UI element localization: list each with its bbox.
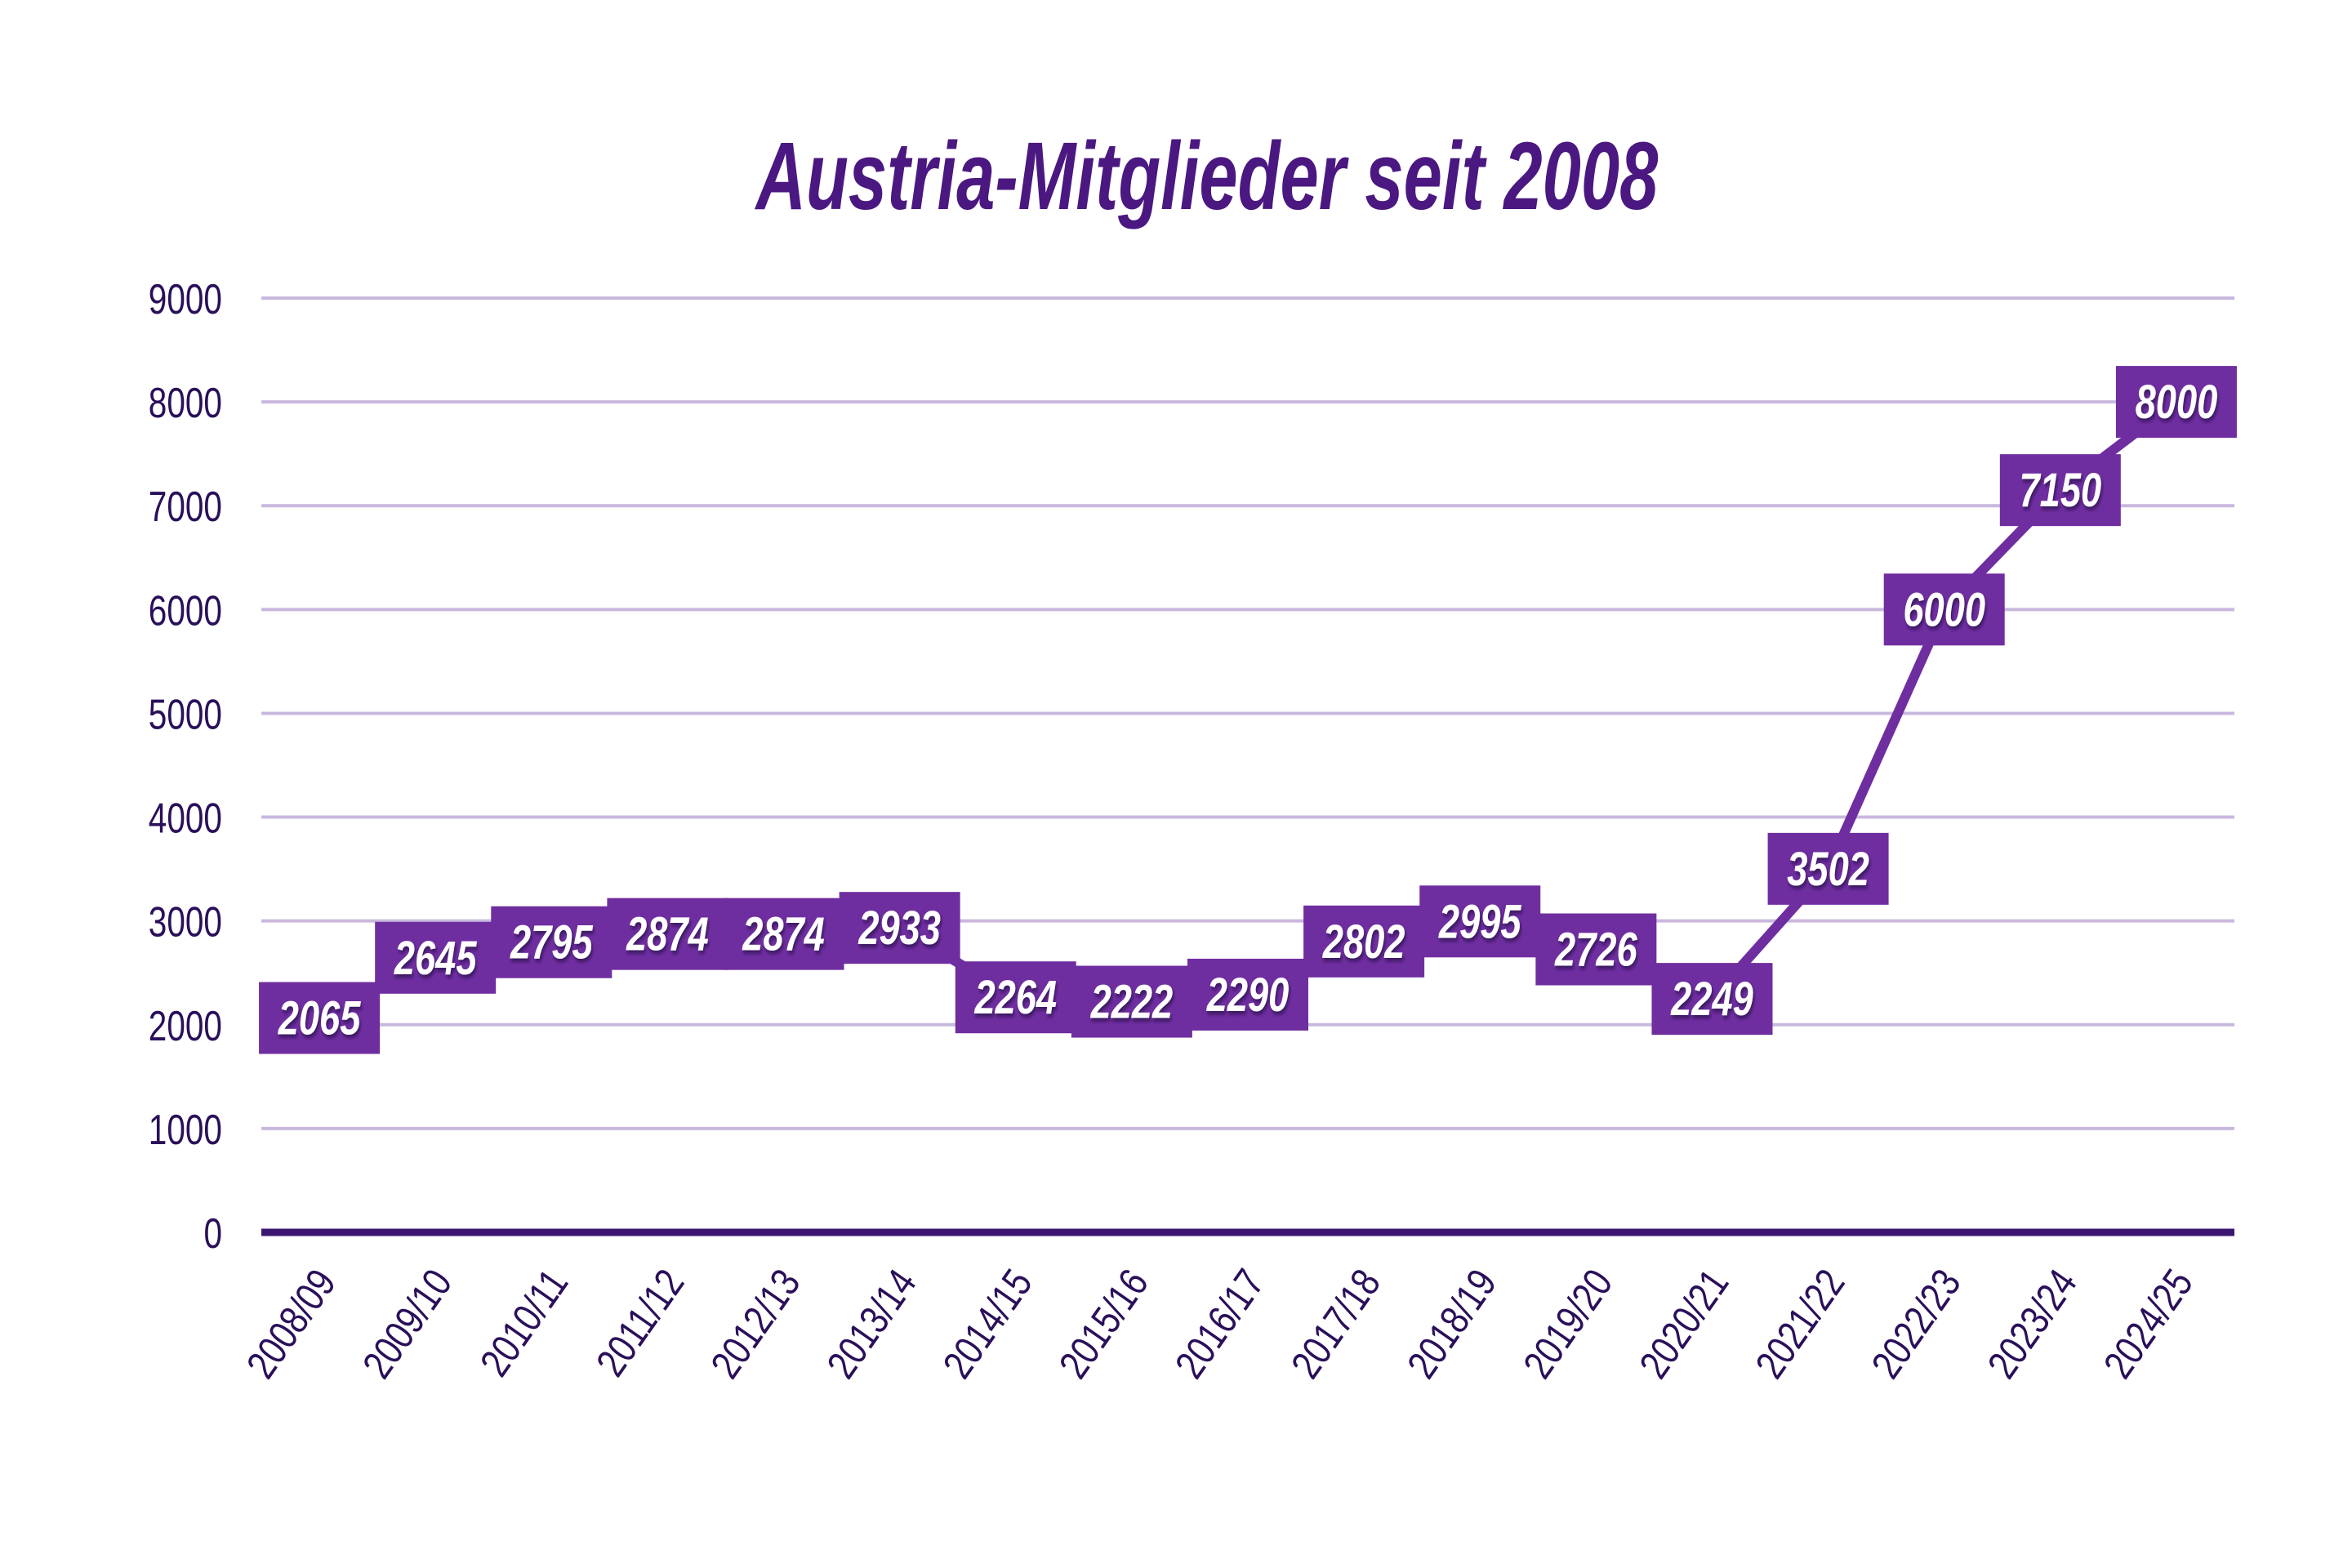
y-tick-label: 5000 <box>149 691 222 738</box>
data-label-box <box>375 921 497 994</box>
data-label-box <box>1419 885 1541 958</box>
data-label-text: 2290 <box>1206 969 1290 1022</box>
data-label: 7150 <box>1999 454 2121 527</box>
data-label: 2264 <box>955 961 1076 1034</box>
data-label-box <box>839 892 960 964</box>
x-tick-label: 2024/25 <box>2095 1261 2202 1386</box>
y-tick-label: 2000 <box>149 1002 222 1049</box>
x-tick-label: 2017/18 <box>1282 1261 1389 1386</box>
y-tick-label: 8000 <box>149 379 222 426</box>
x-tick-label: 2020/21 <box>1631 1261 1738 1386</box>
data-label: 2726 <box>1535 913 1657 986</box>
x-tick-label: 2014/15 <box>934 1261 1041 1386</box>
y-tick-label: 1000 <box>149 1106 222 1153</box>
data-label: 2874 <box>607 898 728 970</box>
x-tick-label: 2018/19 <box>1399 1261 1506 1386</box>
x-tick-label: 2009/10 <box>354 1261 461 1386</box>
data-label: 2645 <box>375 921 497 994</box>
data-label: 2065 <box>259 982 381 1054</box>
data-label: 2795 <box>491 906 612 978</box>
data-label-box <box>1187 958 1308 1031</box>
data-label-box <box>2115 366 2237 439</box>
data-label-box <box>491 906 612 978</box>
data-label-box <box>1767 832 1889 905</box>
data-label: 2222 <box>1071 965 1192 1038</box>
x-tick-label: 2016/17 <box>1166 1261 1273 1386</box>
data-label: 2995 <box>1419 885 1541 958</box>
x-tick-label: 2015/16 <box>1050 1261 1157 1386</box>
x-tick-label: 2011/12 <box>587 1261 693 1384</box>
data-label-box <box>1883 573 2005 646</box>
data-label-box <box>259 982 381 1054</box>
data-label-text: 7150 <box>2020 465 2102 518</box>
x-tick-label: 2023/24 <box>1979 1261 2086 1386</box>
data-label-text: 2795 <box>510 916 593 969</box>
y-tick-label: 9000 <box>149 275 222 323</box>
data-label-box <box>1999 454 2121 527</box>
data-label: 8000 <box>2115 366 2237 439</box>
data-label-box <box>1303 905 1425 978</box>
x-axis: 2008/09 2009/10 2010/11 2011/12 2012/13 2013/… <box>238 1261 2202 1386</box>
x-tick-label: 2021/22 <box>1747 1261 1854 1386</box>
x-tick-label: 2019/20 <box>1515 1261 1622 1386</box>
x-tick-label: 2010/11 <box>471 1261 577 1384</box>
data-label-text: 8000 <box>2136 376 2218 430</box>
data-label-box <box>1535 913 1657 986</box>
data-label-text: 6000 <box>1903 584 1985 637</box>
data-label-text: 2249 <box>1670 973 1753 1027</box>
data-label-text: 2726 <box>1554 924 1637 977</box>
data-label-text: 3502 <box>1787 844 1869 897</box>
data-label: 3502 <box>1767 832 1889 905</box>
x-tick-label: 2008/09 <box>238 1261 345 1386</box>
data-label-text: 2933 <box>858 902 941 956</box>
chart-title-group: Austria-Mitglieder seit 2008 <box>754 122 1659 229</box>
data-label: 6000 <box>1883 573 2005 646</box>
data-labels: 2065 2645 2795 2874 2874 2933 2264 2222 2290 2802… <box>259 366 2237 1054</box>
y-tick-label: 6000 <box>149 586 222 634</box>
data-label-box <box>1651 963 1773 1036</box>
data-label-text: 2065 <box>278 992 361 1045</box>
data-label-box <box>723 898 844 970</box>
y-tick-label: 4000 <box>149 795 222 842</box>
data-label-box <box>955 961 1076 1034</box>
data-label-box <box>607 898 728 970</box>
data-label-text: 2995 <box>1438 896 1521 949</box>
x-tick-label: 2022/23 <box>1863 1261 1970 1386</box>
y-tick-label: 3000 <box>149 898 222 946</box>
data-label-text: 2222 <box>1090 976 1174 1029</box>
data-label-text: 2874 <box>742 908 825 961</box>
y-axis: 0 1000 2000 3000 4000 5000 6000 7000 8000 9000 <box>149 275 222 1257</box>
data-label-text: 2645 <box>394 932 477 985</box>
x-tick-label: 2012/13 <box>702 1261 809 1386</box>
data-label-text: 2874 <box>626 908 709 961</box>
data-label-box <box>1071 965 1192 1038</box>
data-label: 2874 <box>723 898 844 970</box>
data-label: 2933 <box>839 892 960 964</box>
data-label: 2249 <box>1651 963 1773 1036</box>
y-tick-label: 0 <box>203 1209 222 1257</box>
chart-title: Austria-Mitglieder seit 2008 <box>754 122 1659 229</box>
data-label-text: 2264 <box>974 972 1058 1025</box>
x-tick-label: 2013/14 <box>818 1261 925 1386</box>
data-label: 2802 <box>1303 905 1425 978</box>
y-tick-label: 7000 <box>149 483 222 530</box>
data-label: 2290 <box>1187 958 1308 1031</box>
data-label-text: 2802 <box>1322 916 1405 969</box>
